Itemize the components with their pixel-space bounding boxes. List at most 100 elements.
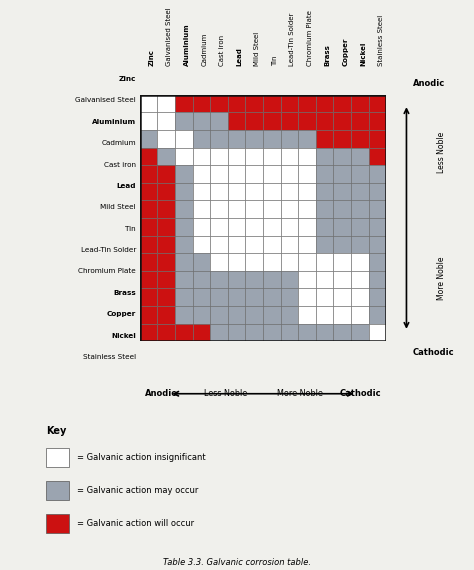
Bar [263, 235, 281, 253]
Bar [334, 235, 351, 253]
Bar [246, 112, 263, 130]
Bar [140, 253, 157, 271]
Bar [140, 306, 157, 324]
Bar [246, 218, 263, 235]
Bar [246, 95, 263, 112]
Bar [334, 148, 351, 165]
Bar [281, 288, 298, 306]
Bar [334, 288, 351, 306]
Bar [263, 288, 281, 306]
Bar [334, 130, 351, 148]
Bar [140, 165, 157, 183]
Bar [298, 235, 316, 253]
Bar [228, 288, 246, 306]
Text: Stainless Steel: Stainless Steel [83, 354, 136, 360]
Text: Nickel: Nickel [360, 42, 366, 66]
Text: More Noble: More Noble [277, 389, 323, 398]
Text: Lead: Lead [117, 183, 136, 189]
Bar [228, 324, 246, 341]
Bar [369, 288, 386, 306]
Bar [351, 271, 369, 288]
Bar [192, 235, 210, 253]
Bar [334, 95, 351, 112]
Bar [210, 306, 228, 324]
Bar [246, 183, 263, 201]
Bar [298, 112, 316, 130]
Text: Table 3.3. Galvanic corrosion table.: Table 3.3. Galvanic corrosion table. [163, 558, 311, 567]
Bar [157, 324, 175, 341]
Bar [298, 95, 316, 112]
Bar [298, 130, 316, 148]
Bar [369, 235, 386, 253]
Text: Anodic: Anodic [412, 79, 445, 88]
Bar [192, 165, 210, 183]
Bar [351, 324, 369, 341]
Bar [298, 271, 316, 288]
Bar [210, 253, 228, 271]
Bar [246, 130, 263, 148]
Text: = Galvanic action will occur: = Galvanic action will occur [77, 519, 194, 528]
Bar [228, 235, 246, 253]
Bar [140, 201, 157, 218]
Bar [175, 95, 192, 112]
Bar [210, 235, 228, 253]
Text: Galvanised Steel: Galvanised Steel [75, 97, 136, 104]
Bar [192, 183, 210, 201]
Bar [369, 218, 386, 235]
Bar [157, 306, 175, 324]
Bar [334, 253, 351, 271]
Bar [316, 148, 334, 165]
Bar [157, 183, 175, 201]
Text: Lead-Tin Solder: Lead-Tin Solder [81, 247, 136, 253]
Bar [228, 201, 246, 218]
Bar [298, 253, 316, 271]
Text: = Galvanic action may occur: = Galvanic action may occur [77, 486, 198, 495]
Bar [192, 324, 210, 341]
Bar [281, 253, 298, 271]
Bar [246, 271, 263, 288]
Bar [192, 201, 210, 218]
Bar [246, 306, 263, 324]
Bar [228, 148, 246, 165]
Bar [175, 324, 192, 341]
Bar [281, 148, 298, 165]
Text: Mild Steel: Mild Steel [100, 204, 136, 210]
Bar [334, 218, 351, 235]
Bar [369, 324, 386, 341]
Bar [316, 183, 334, 201]
Text: Cast iron: Cast iron [219, 35, 225, 66]
Bar [263, 218, 281, 235]
Bar [351, 95, 369, 112]
Text: Cathodic: Cathodic [340, 389, 382, 398]
Text: Copper: Copper [342, 38, 348, 66]
Bar [228, 218, 246, 235]
Bar [46, 448, 69, 467]
Bar [140, 183, 157, 201]
Text: Lead: Lead [237, 47, 243, 66]
Bar [369, 165, 386, 183]
Bar [157, 218, 175, 235]
Bar [210, 95, 228, 112]
Bar [263, 95, 281, 112]
Bar [210, 218, 228, 235]
Bar [228, 253, 246, 271]
Bar [351, 165, 369, 183]
Bar [263, 130, 281, 148]
Bar [175, 288, 192, 306]
Bar [228, 130, 246, 148]
Bar [316, 306, 334, 324]
Bar [263, 201, 281, 218]
Bar [192, 271, 210, 288]
Bar [334, 165, 351, 183]
Bar [316, 112, 334, 130]
Bar [263, 253, 281, 271]
Bar [316, 165, 334, 183]
Bar [351, 306, 369, 324]
Text: Copper: Copper [107, 311, 136, 317]
Bar [263, 112, 281, 130]
Bar [140, 112, 157, 130]
Bar [210, 324, 228, 341]
Bar [263, 165, 281, 183]
Bar [281, 130, 298, 148]
Bar [316, 288, 334, 306]
